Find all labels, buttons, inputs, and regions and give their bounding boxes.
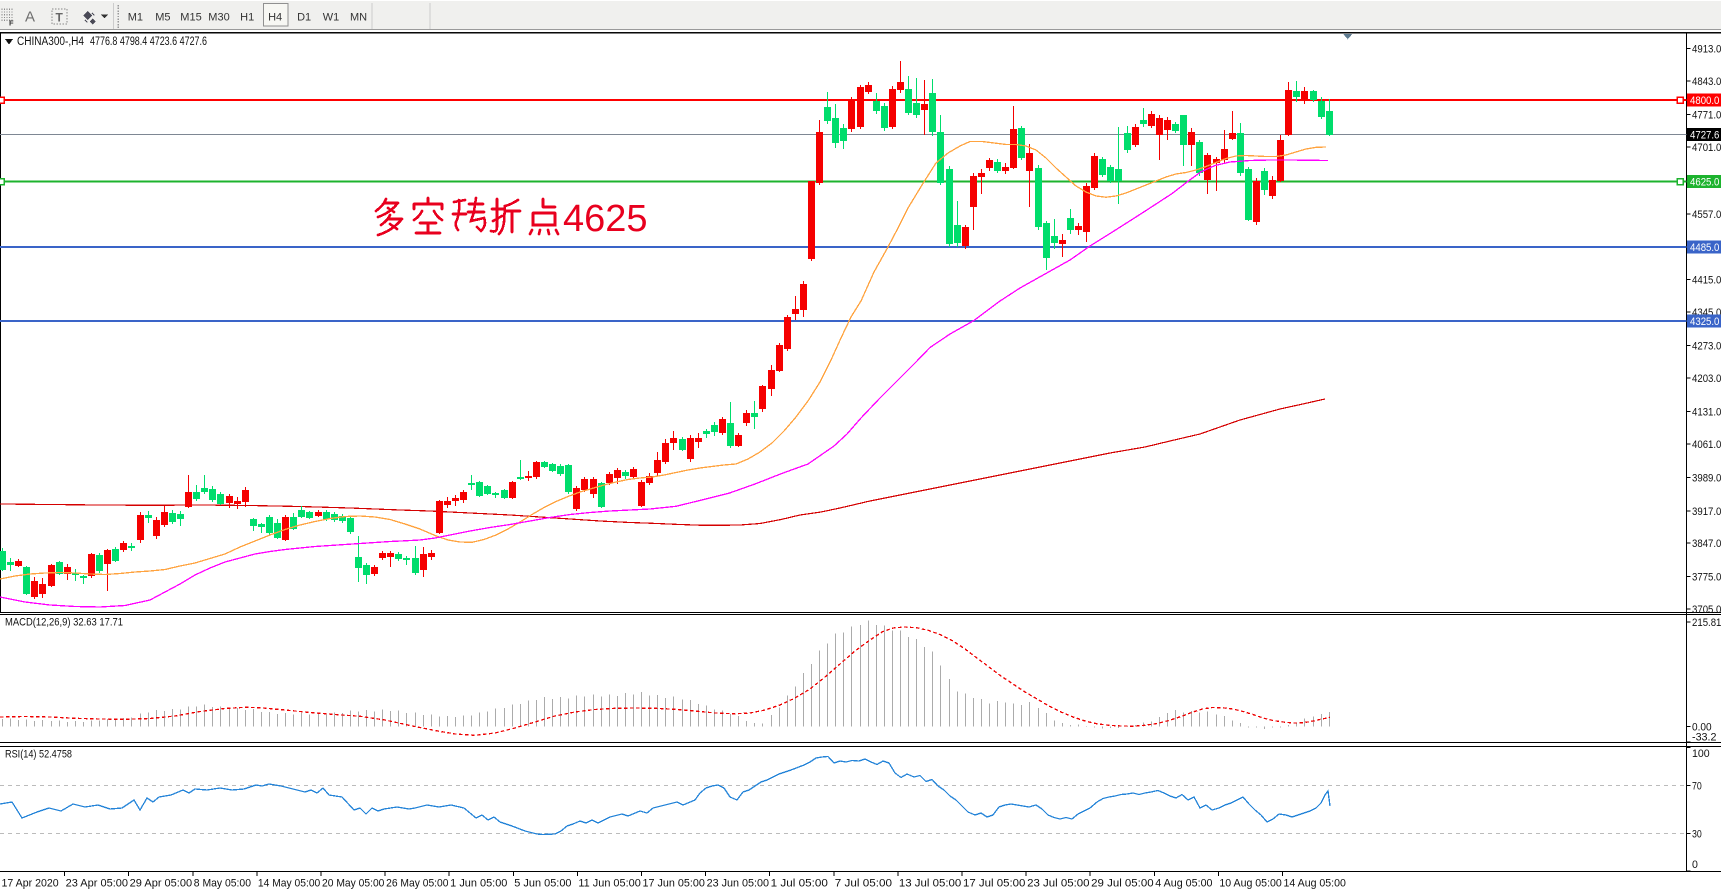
svg-text:F: F <box>9 19 14 28</box>
svg-text:4203.0: 4203.0 <box>1692 373 1721 385</box>
svg-text:W1: W1 <box>323 12 340 24</box>
svg-text:4557.0: 4557.0 <box>1692 209 1721 221</box>
svg-text:4325.0: 4325.0 <box>1690 316 1719 328</box>
svg-text:4415.0: 4415.0 <box>1692 275 1721 287</box>
svg-text:M5: M5 <box>155 12 170 24</box>
svg-text:70: 70 <box>1692 781 1702 793</box>
svg-text:26 May 05:00: 26 May 05:00 <box>386 878 448 890</box>
svg-text:29 Apr 05:00: 29 Apr 05:00 <box>130 878 192 890</box>
svg-text:3847.0: 3847.0 <box>1692 538 1721 550</box>
svg-text:1 Jul 05:00: 1 Jul 05:00 <box>771 878 828 890</box>
svg-text:1 Jun 05:00: 1 Jun 05:00 <box>450 878 507 890</box>
svg-text:H4: H4 <box>268 12 282 24</box>
svg-text:3917.0: 3917.0 <box>1692 506 1721 518</box>
svg-text:H1: H1 <box>240 12 254 24</box>
svg-text:4061.0: 4061.0 <box>1692 439 1721 451</box>
svg-text:4727.6: 4727.6 <box>1690 130 1719 142</box>
svg-text:23 Jul 05:00: 23 Jul 05:00 <box>1027 878 1090 890</box>
svg-text:100: 100 <box>1692 748 1710 760</box>
svg-text:0.00: 0.00 <box>1692 722 1712 734</box>
svg-text:13 Jul 05:00: 13 Jul 05:00 <box>899 878 962 890</box>
svg-text:4131.0: 4131.0 <box>1692 407 1721 419</box>
svg-text:23 Apr 05:00: 23 Apr 05:00 <box>66 878 128 890</box>
svg-text:4701.0: 4701.0 <box>1692 142 1721 154</box>
svg-text:14 May 05:00: 14 May 05:00 <box>258 878 320 890</box>
svg-text:30: 30 <box>1692 829 1702 841</box>
svg-text:4273.0: 4273.0 <box>1692 341 1721 353</box>
svg-text:T: T <box>56 11 64 25</box>
svg-text:10 Aug 05:00: 10 Aug 05:00 <box>1219 878 1281 890</box>
svg-text:M15: M15 <box>180 12 201 24</box>
svg-text:11 Jun 05:00: 11 Jun 05:00 <box>578 878 641 890</box>
svg-text:4625: 4625 <box>563 198 648 240</box>
svg-text:17 Jul 05:00: 17 Jul 05:00 <box>963 878 1026 890</box>
svg-text:3989.0: 3989.0 <box>1692 472 1721 484</box>
svg-text:17 Apr 2020: 17 Apr 2020 <box>2 878 59 890</box>
svg-text:-33.2: -33.2 <box>1692 732 1717 744</box>
svg-text:RSI(14) 52.4758: RSI(14) 52.4758 <box>5 749 72 761</box>
svg-text:MACD(12,26,9) 32.63 17.71: MACD(12,26,9) 32.63 17.71 <box>5 617 123 629</box>
svg-text:20 May 05:00: 20 May 05:00 <box>322 878 384 890</box>
svg-text:M30: M30 <box>208 12 229 24</box>
svg-text:M1: M1 <box>128 12 143 24</box>
svg-text:3705.0: 3705.0 <box>1692 604 1721 616</box>
svg-text:4625.0: 4625.0 <box>1690 177 1719 189</box>
svg-text:A: A <box>25 9 35 26</box>
svg-text:CHINA300-,H4: CHINA300-,H4 <box>17 36 85 48</box>
svg-text:29 Jul 05:00: 29 Jul 05:00 <box>1091 878 1154 890</box>
svg-text:4776.8 4798.4 4723.6 4727.6: 4776.8 4798.4 4723.6 4727.6 <box>90 36 207 48</box>
svg-text:MN: MN <box>350 12 367 24</box>
svg-text:4913.0: 4913.0 <box>1692 44 1721 56</box>
svg-text:4771.0: 4771.0 <box>1692 110 1721 122</box>
svg-text:8 May 05:00: 8 May 05:00 <box>194 878 251 890</box>
svg-text:215.81: 215.81 <box>1692 617 1721 629</box>
svg-text:0: 0 <box>1692 859 1698 871</box>
svg-text:17 Jun 05:00: 17 Jun 05:00 <box>643 878 706 890</box>
svg-text:14 Aug 05:00: 14 Aug 05:00 <box>1284 878 1346 890</box>
svg-text:5 Jun 05:00: 5 Jun 05:00 <box>514 878 571 890</box>
svg-text:D1: D1 <box>297 12 311 24</box>
svg-text:4485.0: 4485.0 <box>1690 242 1719 254</box>
svg-text:3775.0: 3775.0 <box>1692 572 1721 584</box>
svg-text:23 Jun 05:00: 23 Jun 05:00 <box>707 878 770 890</box>
svg-text:4800.0: 4800.0 <box>1690 95 1719 107</box>
svg-text:4 Aug 05:00: 4 Aug 05:00 <box>1155 878 1212 890</box>
svg-text:4843.0: 4843.0 <box>1692 76 1721 88</box>
svg-text:7 Jul 05:00: 7 Jul 05:00 <box>835 878 892 890</box>
